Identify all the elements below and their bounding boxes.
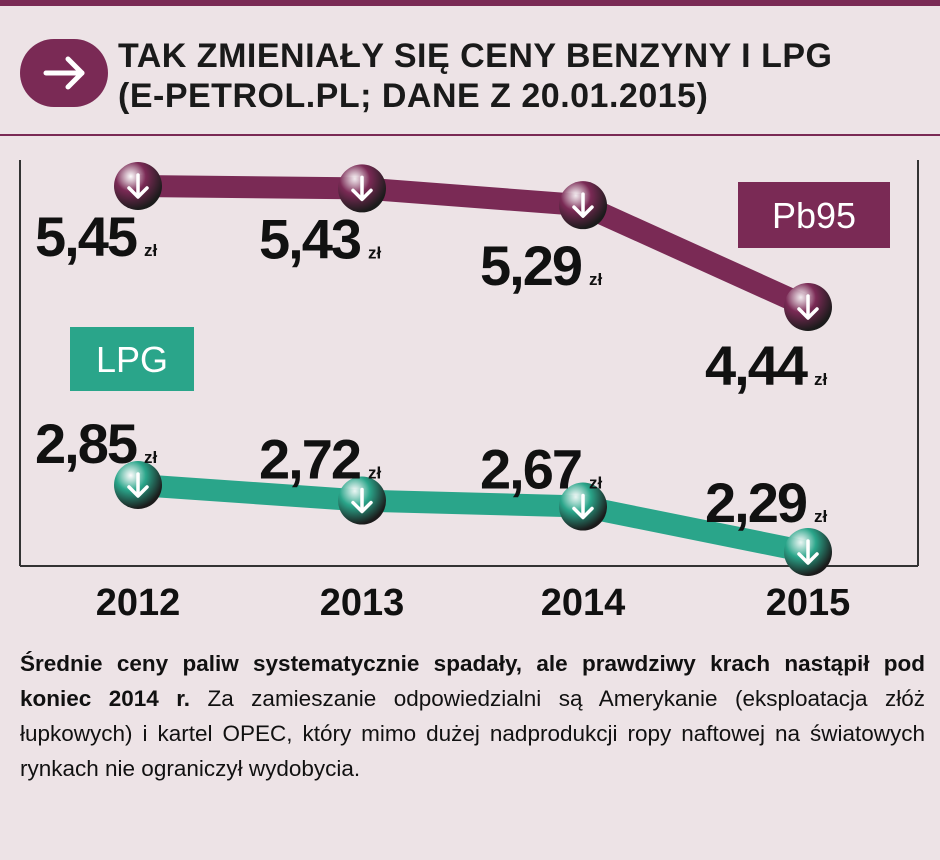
arrow-down-icon bbox=[351, 487, 373, 514]
x-tick-label-2014: 2014 bbox=[541, 582, 626, 624]
data-label-unit: zł bbox=[144, 448, 158, 467]
data-label-unit: zł bbox=[368, 464, 382, 483]
arrow-down-icon bbox=[797, 294, 819, 320]
caption-lead: Średnie ceny paliw systematycznie spadał… bbox=[20, 651, 925, 711]
arrow-down-head bbox=[797, 552, 819, 565]
data-label-unit: zł bbox=[814, 370, 828, 389]
price-line-chart: 5,45 zł 5,43 zł 5,29 zł 4,44 zł 2,85 zł 2,72 zł 2,67… bbox=[19, 160, 919, 624]
header: TAK ZMIENIAŁY SIĘ CENY BENZYNY I LPG (E-… bbox=[0, 6, 940, 134]
arrow-down-head bbox=[797, 307, 819, 320]
series-line-lpg bbox=[137, 474, 811, 563]
arrow-down-icon bbox=[127, 472, 149, 498]
data-label-unit: zł bbox=[589, 270, 603, 289]
chart-title: TAK ZMIENIAŁY SIĘ CENY BENZYNY I LPG (E-… bbox=[118, 36, 918, 116]
arrow-down-icon bbox=[797, 539, 819, 565]
arrow-down-icon bbox=[351, 175, 373, 202]
data-label-pb95-2013: 5,43 bbox=[259, 207, 361, 270]
legend-pb95-box bbox=[738, 182, 890, 248]
title-line-1: TAK ZMIENIAŁY SIĘ CENY BENZYNY I LPG bbox=[118, 37, 833, 75]
x-tick-label-2013: 2013 bbox=[320, 582, 405, 624]
legend-pb95-label: Pb95 bbox=[772, 195, 856, 236]
arrow-down-head bbox=[351, 188, 373, 202]
data-label-unit: zł bbox=[814, 507, 828, 526]
arrow-down-icon bbox=[572, 192, 594, 218]
top-accent-bar bbox=[0, 0, 940, 6]
arrow-down-icon bbox=[572, 493, 594, 520]
x-tick-label-2015: 2015 bbox=[766, 582, 851, 624]
caption-body: Za zamieszanie odpowiedzialni są Ameryka… bbox=[20, 686, 926, 781]
data-label-unit: zł bbox=[144, 241, 158, 260]
data-label-pb95-2014: 5,29 bbox=[480, 234, 582, 297]
data-label-pb95-2015: 4,44 bbox=[705, 334, 808, 397]
data-label-pb95-2012: 5,45 bbox=[35, 205, 137, 268]
arrow-down-head bbox=[572, 506, 594, 520]
data-label-lpg-2012: 2,85 bbox=[35, 412, 137, 475]
data-label-lpg-2015: 2,29 bbox=[705, 471, 807, 534]
data-label-lpg-2014: 2,67 bbox=[480, 438, 581, 501]
title-line-2: (E-PETROL.PL; DANE Z 20.01.2015) bbox=[118, 77, 709, 115]
legend-pb95: Pb95 bbox=[738, 182, 890, 248]
arrow-down-head bbox=[351, 500, 373, 514]
legend-lpg: LPG bbox=[70, 327, 194, 391]
legend-lpg-box bbox=[70, 327, 194, 391]
arrow-down-head bbox=[572, 205, 594, 218]
data-label-unit: zł bbox=[368, 243, 382, 262]
arrow-down-icon bbox=[127, 173, 149, 199]
data-label-unit: zł bbox=[589, 474, 603, 493]
series-line-pb95 bbox=[137, 175, 813, 318]
x-tick-label-2012: 2012 bbox=[96, 582, 181, 624]
arrow-right-icon bbox=[20, 39, 108, 107]
arrow-down-head bbox=[127, 186, 149, 199]
caption: Średnie ceny paliw systematycznie spadał… bbox=[20, 646, 925, 786]
legend-lpg-label: LPG bbox=[96, 339, 168, 380]
data-label-lpg-2013: 2,72 bbox=[259, 428, 360, 491]
header-divider bbox=[0, 134, 940, 136]
arrow-down-head bbox=[127, 485, 149, 498]
